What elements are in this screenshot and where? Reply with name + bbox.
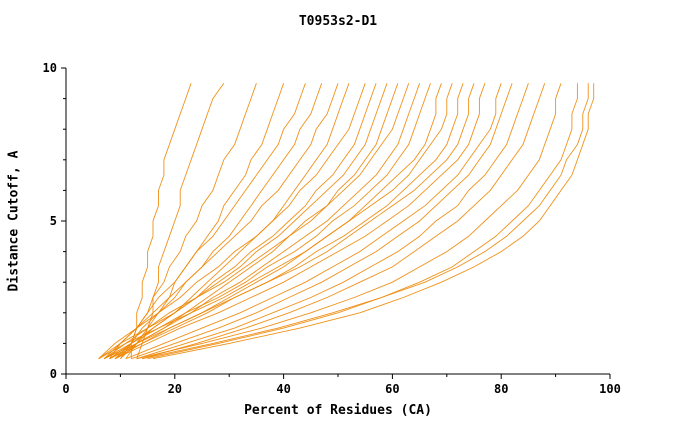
model-curve bbox=[114, 83, 399, 360]
x-axis-label: Percent of Residues (CA) bbox=[244, 403, 432, 418]
tick-labels: 0 20 40 60 80 100 0 5 10 bbox=[43, 61, 621, 396]
ticks bbox=[61, 67, 611, 379]
model-curve bbox=[98, 83, 410, 360]
y-tick-label: 0 bbox=[50, 367, 57, 381]
model-curve bbox=[103, 83, 388, 360]
y-tick-label: 5 bbox=[50, 214, 57, 228]
model-curve bbox=[136, 83, 225, 359]
model-curve bbox=[109, 83, 464, 360]
model-curve bbox=[152, 83, 595, 360]
model-curve bbox=[130, 83, 192, 359]
model-curve bbox=[142, 83, 589, 360]
model-curve bbox=[109, 83, 306, 359]
model-curve bbox=[109, 83, 377, 360]
model-curves bbox=[98, 83, 595, 360]
model-curve bbox=[131, 83, 513, 360]
model-curve bbox=[136, 83, 529, 360]
model-curve bbox=[142, 83, 546, 360]
x-tick-label: 100 bbox=[599, 382, 621, 396]
model-curve bbox=[103, 83, 431, 360]
model-curve bbox=[125, 83, 285, 359]
model-curve bbox=[114, 83, 442, 360]
y-axis-label: Distance Cutoff, A bbox=[6, 150, 22, 292]
x-tick-label: 0 bbox=[62, 382, 69, 396]
x-tick-label: 20 bbox=[168, 382, 182, 396]
model-curve bbox=[125, 83, 502, 360]
model-curve bbox=[98, 83, 366, 360]
model-curve bbox=[120, 83, 257, 359]
model-curve bbox=[98, 83, 453, 360]
model-curve bbox=[103, 83, 475, 360]
x-tick-label: 60 bbox=[385, 382, 399, 396]
chart-title: T0953s2-D1 bbox=[298, 14, 378, 29]
model-curve bbox=[136, 83, 562, 360]
model-curve bbox=[114, 83, 486, 360]
model-curve bbox=[103, 83, 339, 360]
x-tick-label: 80 bbox=[494, 382, 508, 396]
model-curve bbox=[147, 83, 578, 360]
x-tick-label: 40 bbox=[276, 382, 290, 396]
y-tick-label: 10 bbox=[43, 61, 57, 75]
model-curve bbox=[109, 83, 421, 360]
